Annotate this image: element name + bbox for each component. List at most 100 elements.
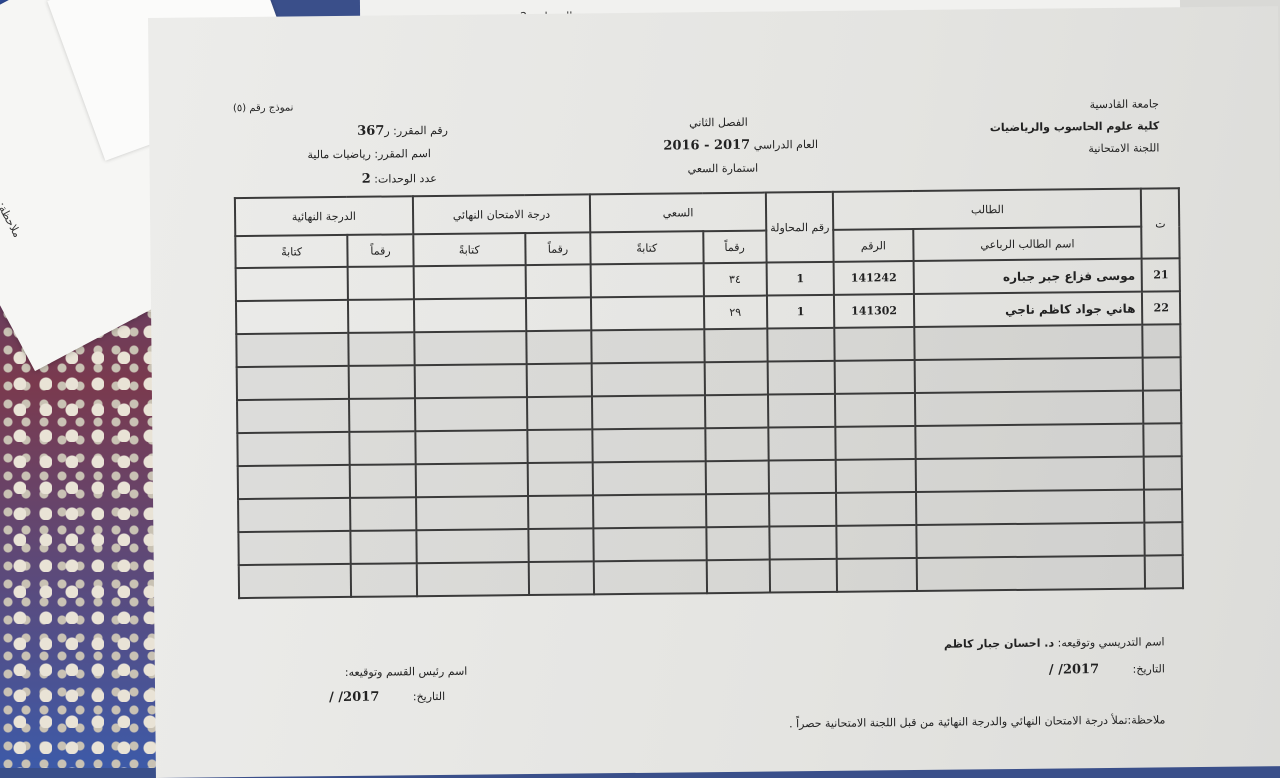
cell-final-words	[235, 299, 349, 335]
cell-final-words	[236, 332, 350, 368]
header-coursework: السعي	[590, 192, 767, 233]
cell-student-id	[836, 557, 917, 592]
cell-attempt: 1	[766, 294, 835, 329]
year-label: العام الدراسي	[753, 137, 819, 152]
cell-attempt	[769, 525, 837, 560]
cell-seq	[1143, 423, 1182, 457]
cell-final-digits	[348, 332, 415, 366]
cell-student-id	[835, 425, 916, 460]
header-exam-digits: رقماً	[525, 232, 591, 266]
cell-final-words	[235, 266, 349, 302]
cell-exam-digits	[527, 462, 594, 497]
cell-exam-digits	[528, 528, 594, 563]
cell-student-id: 141302	[834, 293, 914, 328]
header-exam-words: كتابةً	[412, 233, 526, 267]
cell-coursework-words	[592, 395, 705, 430]
cell-coursework-words	[593, 560, 707, 595]
cell-seq	[1143, 390, 1182, 424]
cell-student-name	[913, 324, 1143, 360]
head-date-value: / /2017	[329, 689, 380, 706]
cell-attempt	[768, 459, 837, 494]
cell-exam-words	[416, 529, 529, 564]
cell-coursework-digits	[704, 361, 768, 396]
cell-final-words	[237, 464, 351, 500]
cell-student-name: موسى فزاع جبر جباره	[913, 258, 1143, 294]
units-value: 2	[361, 171, 371, 187]
university-name: جامعة القادسية	[1089, 97, 1160, 112]
cell-exam-digits	[526, 363, 593, 398]
semester: الفصل الثاني	[689, 115, 748, 130]
cell-attempt	[768, 492, 837, 527]
head-of-department-label: اسم رئيس القسم وتوقيعه:	[344, 664, 468, 679]
course-number: رقم المقرر: ر367	[357, 123, 448, 139]
cell-final-digits	[350, 497, 417, 531]
cell-coursework-digits: ٢٩	[703, 295, 768, 330]
cell-exam-digits	[526, 330, 592, 365]
cell-student-id	[836, 524, 917, 559]
cell-attempt	[767, 360, 836, 395]
course-number-value: 367	[357, 123, 385, 139]
cell-exam-words	[416, 562, 530, 597]
cell-seq	[1142, 357, 1181, 391]
header-seq: ت	[1141, 188, 1180, 259]
cell-exam-words	[413, 298, 527, 333]
cell-student-name	[914, 390, 1144, 426]
header-final-digits: رقماً	[347, 234, 414, 267]
cell-student-name	[916, 522, 1146, 558]
cell-coursework-words	[591, 329, 705, 364]
cell-attempt	[768, 426, 836, 461]
cell-exam-words	[415, 496, 529, 531]
instructor-label: اسم التدريسي وتوقيعه:	[1057, 635, 1165, 650]
form-title: استمارة السعي	[687, 161, 759, 176]
cell-coursework-words	[590, 263, 704, 298]
cell-student-name	[914, 357, 1144, 393]
cell-final-digits	[348, 266, 414, 300]
form-number: نموذج رقم (٥)	[232, 102, 294, 115]
cell-student-id	[834, 359, 915, 394]
head-date: التاريخ: / /2017	[329, 689, 446, 706]
cell-final-words	[236, 365, 350, 401]
grades-table: ت الطالب رقم المحاولة السعي درجة الامتحا…	[234, 187, 1184, 599]
cell-final-words	[238, 497, 351, 533]
cell-final-digits	[350, 530, 417, 564]
cell-seq	[1144, 522, 1183, 556]
cell-coursework-digits: ٣٤	[703, 262, 767, 297]
cell-exam-words	[413, 331, 527, 366]
header-final-words: كتابةً	[235, 234, 349, 269]
header-student: الطالب	[833, 188, 1142, 230]
cell-final-words	[238, 530, 352, 566]
cell-student-id	[835, 392, 916, 427]
date-label: التاريخ:	[1132, 662, 1165, 676]
cell-coursework-digits	[704, 394, 769, 429]
document-page: جامعة القادسية كلية علوم الحاسوب والرياض…	[148, 6, 1280, 778]
header-coursework-digits: رقماً	[702, 230, 767, 264]
cell-final-digits	[349, 431, 416, 465]
cell-student-name	[916, 555, 1146, 591]
cell-coursework-digits	[705, 493, 770, 528]
cell-seq	[1144, 456, 1182, 490]
cell-coursework-words	[592, 428, 706, 463]
cell-final-digits	[348, 299, 414, 333]
cell-student-name: هاني جواد كاظم ناجي	[913, 291, 1143, 327]
cell-exam-words	[415, 463, 529, 498]
cell-coursework-words	[593, 494, 706, 529]
header-coursework-words: كتابةً	[590, 231, 704, 265]
footer-note: ملاحظة:تملأ درجة الامتحان النهائي والدرج…	[788, 713, 1166, 731]
cell-student-id	[835, 458, 916, 493]
cell-exam-digits	[527, 429, 593, 464]
cell-coursework-digits	[704, 427, 769, 462]
cell-coursework-words	[591, 362, 705, 397]
cell-student-name	[915, 423, 1145, 459]
cell-coursework-words	[593, 527, 707, 562]
cell-coursework-words	[591, 296, 704, 331]
year-value: 2016 - 2017	[663, 137, 751, 154]
cell-exam-words	[413, 265, 526, 300]
cell-exam-digits	[528, 561, 595, 596]
cell-attempt	[767, 327, 835, 362]
cell-student-id	[836, 491, 917, 526]
cell-exam-digits	[528, 495, 594, 530]
cell-final-digits	[351, 563, 417, 597]
head-date-label: التاريخ:	[412, 689, 446, 704]
cell-seq: 21	[1141, 258, 1180, 292]
cell-coursework-words	[592, 461, 706, 496]
